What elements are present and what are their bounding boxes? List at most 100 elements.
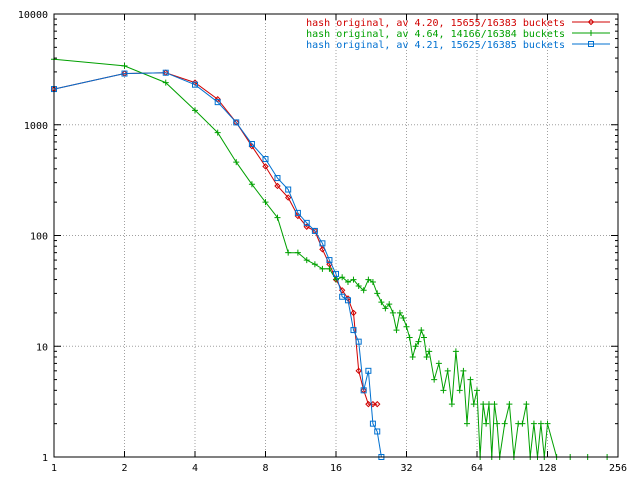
series-2-point [233,159,240,166]
series-2-point [463,420,470,427]
series-2-point [374,290,381,297]
series-2-point [494,420,501,427]
series-3 [51,69,385,460]
series-2-point [448,401,455,408]
series-2-point [544,420,551,427]
series-2-point [386,301,393,308]
series-2-point [192,107,198,114]
series-3-point [344,297,351,304]
y-tick-label: 10 [36,342,48,353]
series-2-point [303,257,310,264]
series-2-point [378,299,385,306]
series-3-point [285,186,292,193]
series-2-point [369,279,376,286]
series-3-point [262,156,269,163]
legend-label-3: hash original, av 4.21, 15625/16385 buck… [306,40,565,51]
series-2-point [523,401,530,408]
x-tick-labels: 1 2 4 8 16 32 64 128 256 [51,463,627,474]
series-2-point [412,343,419,350]
series-2-point [460,367,467,374]
series-1-point [365,400,372,408]
series-2-point [474,387,480,394]
series-2-point [294,249,301,256]
series-lines [50,56,611,460]
x-tick-label: 64 [471,463,483,474]
series-2-point [248,181,255,188]
series-3-line [53,72,382,458]
legend-label-1: hash original, av 4.20, 15655/16383 buck… [306,18,565,29]
series-1-point [262,163,269,170]
series-2-point [456,387,463,394]
series-2-point [400,314,407,321]
series-2-point [409,353,416,360]
x-tick-label: 1 [51,463,57,474]
series-3-point [333,270,339,277]
series-2-point [435,360,442,367]
series-2-point [485,401,492,408]
series-2-point [360,287,367,294]
series-3-point [339,293,346,300]
y-tick-labels: 1 10 100 1000 10000 [18,10,48,464]
series-2-point [326,265,333,272]
series-3-point [360,387,367,394]
series-2-point [519,420,526,427]
series-3-point [303,219,310,226]
series-2-point [121,62,128,69]
series-2-point [285,249,292,256]
series-2-point [214,129,221,136]
series-2-point [501,420,508,427]
series-2-point [506,401,513,408]
series-2-point [274,214,281,221]
plot-frame [53,13,619,458]
series-2-point [480,401,487,408]
series-3-point [355,338,362,345]
series-2-point [444,367,451,374]
x-tick-label: 32 [400,463,412,474]
series-3-point [233,119,240,126]
series-2-point [355,282,362,289]
series-1-point [274,182,281,190]
series-2-point [393,327,400,334]
series-3-point [121,70,128,77]
legend-label-2: hash original, av 4.64, 14166/16384 buck… [306,29,565,40]
series-3-point [162,69,169,76]
x-tick-label: 256 [609,463,627,474]
legend-marker-2 [588,30,594,36]
series-3-point [365,367,372,374]
grid-lines [54,14,618,457]
series-2-point [365,276,372,283]
y-tick-label: 1000 [24,121,48,132]
series-2-point [344,279,351,286]
series-3-point [192,81,198,88]
series-3-point [294,209,301,216]
x-tick-label: 8 [262,463,268,474]
y-tick-label: 1 [42,453,48,464]
series-2-point [467,376,474,383]
series-1-point [350,309,357,317]
series-2-point [440,387,447,394]
legend-marker-3 [588,41,594,47]
series-2-point [483,420,490,427]
series-2-point [452,348,459,355]
series-3-point [326,257,333,264]
series-2-point [389,309,396,316]
series-2-point [396,309,403,316]
series-3-point [311,227,318,234]
series-1-point [374,400,381,408]
series-2-point [403,323,410,330]
series-2-point [470,401,477,408]
series-2-point [418,327,425,334]
series-2-point [491,401,498,408]
legend-marker-1 [587,18,595,26]
y-tick-label: 10000 [18,10,48,21]
series-3-point [248,141,255,148]
series-3-point [274,175,281,182]
series-3-point [369,420,376,427]
series-2-point [431,376,438,383]
series-1-point [303,223,310,230]
series-1-line [53,72,378,405]
series-2-point [162,79,169,86]
legend: hash original, av 4.20, 15655/16383 buck… [306,18,610,51]
x-tick-label: 4 [192,463,198,474]
series-2 [51,56,611,460]
